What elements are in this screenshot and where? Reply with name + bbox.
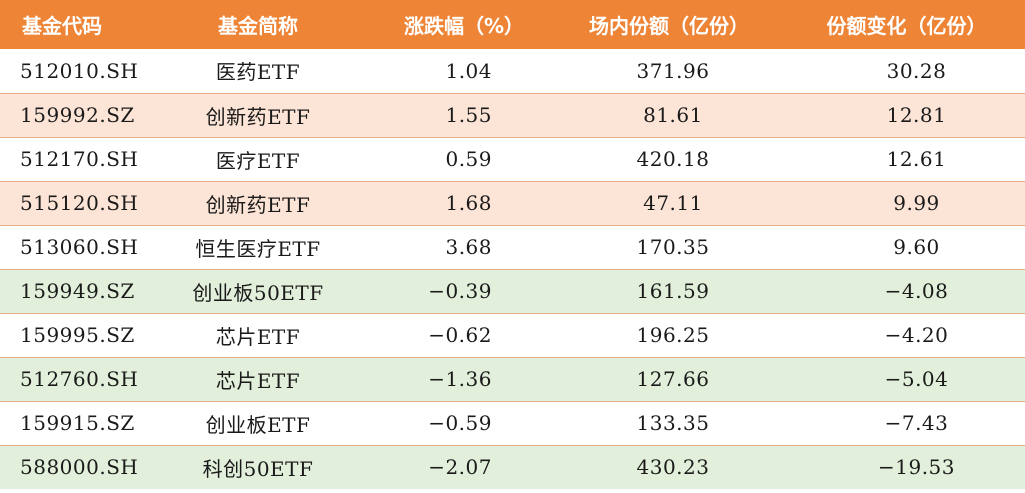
shares-change-cell: −4.20 bbox=[884, 323, 949, 347]
exchange-shares-cell: 47.11 bbox=[643, 191, 703, 215]
change-pct-cell: 1.55 bbox=[445, 103, 492, 127]
shares-change-cell: −19.53 bbox=[877, 455, 955, 480]
fund-name-cell: 恒生医疗ETF bbox=[195, 236, 321, 261]
fund-name-cell: 医药ETF bbox=[215, 60, 301, 85]
header-change-pct: 涨跌幅（%） bbox=[403, 14, 525, 38]
shares-change-cell: −7.43 bbox=[884, 411, 949, 435]
exchange-shares-cell: 161.59 bbox=[636, 279, 710, 303]
header-fund-name: 基金简称 bbox=[218, 14, 298, 38]
header-shares-change: 份额变化（亿份） bbox=[826, 14, 987, 38]
change-pct-cell: −1.36 bbox=[428, 367, 492, 391]
fund-code-cell: 159915.SZ bbox=[20, 411, 135, 435]
header-fund-code: 基金代码 bbox=[22, 14, 102, 38]
shares-change-cell: 12.61 bbox=[886, 147, 947, 171]
shares-change-cell: 9.60 bbox=[893, 235, 940, 259]
fund-code-cell: 159995.SZ bbox=[20, 323, 135, 347]
header-row: 基金代码 基金简称 涨跌幅（%） 场内份额（亿份） 份额变化（亿份） bbox=[0, 0, 1025, 49]
fund-code-cell: 512760.SH bbox=[20, 367, 139, 391]
shares-change-cell: 30.28 bbox=[886, 58, 947, 83]
table-row: 512760.SH 芯片ETF −1.36 127.66 −5.04 bbox=[0, 357, 1025, 401]
fund-code-cell: 512170.SH bbox=[20, 147, 139, 171]
change-pct-cell: −0.62 bbox=[428, 323, 492, 347]
exchange-shares-cell: 133.35 bbox=[636, 411, 710, 435]
fund-code-cell: 588000.SH bbox=[20, 455, 139, 480]
exchange-shares-cell: 81.61 bbox=[643, 103, 703, 127]
table-row: 513060.SH 恒生医疗ETF 3.68 170.35 9.60 bbox=[0, 225, 1025, 269]
fund-code-cell: 513060.SH bbox=[20, 235, 139, 259]
fund-name-cell: 医疗ETF bbox=[215, 148, 301, 173]
shares-change-cell: 12.81 bbox=[886, 103, 947, 127]
table-body: 512010.SH 医药ETF 1.04 371.96 30.28 159992… bbox=[0, 49, 1025, 489]
exchange-shares-cell: 420.18 bbox=[636, 147, 710, 171]
fund-code-cell: 515120.SH bbox=[20, 191, 139, 215]
change-pct-cell: 3.68 bbox=[445, 235, 492, 259]
exchange-shares-cell: 170.35 bbox=[636, 235, 710, 259]
table-row: 588000.SH 科创50ETF −2.07 430.23 −19.53 bbox=[0, 445, 1025, 489]
table-header: 基金代码 基金简称 涨跌幅（%） 场内份额（亿份） 份额变化（亿份） bbox=[0, 0, 1025, 49]
fund-name-cell: 创业板50ETF bbox=[192, 280, 324, 305]
table-row: 512170.SH 医疗ETF 0.59 420.18 12.61 bbox=[0, 137, 1025, 181]
fund-name-cell: 创业板ETF bbox=[205, 412, 311, 437]
change-pct-cell: −0.39 bbox=[428, 279, 492, 303]
fund-name-cell: 芯片ETF bbox=[215, 368, 301, 393]
change-pct-cell: 0.59 bbox=[445, 147, 492, 171]
change-pct-cell: 1.04 bbox=[445, 58, 492, 83]
exchange-shares-cell: 127.66 bbox=[636, 367, 710, 391]
shares-change-cell: −5.04 bbox=[884, 367, 949, 391]
fund-code-cell: 159949.SZ bbox=[20, 279, 135, 303]
fund-name-cell: 科创50ETF bbox=[202, 456, 314, 481]
table-row: 512010.SH 医药ETF 1.04 371.96 30.28 bbox=[0, 49, 1025, 93]
table-row: 159992.SZ 创新药ETF 1.55 81.61 12.81 bbox=[0, 93, 1025, 137]
fund-code-cell: 159992.SZ bbox=[20, 103, 135, 127]
exchange-shares-cell: 371.96 bbox=[636, 58, 710, 83]
fund-name-cell: 芯片ETF bbox=[215, 324, 301, 349]
fund-code-cell: 512010.SH bbox=[20, 58, 139, 83]
exchange-shares-cell: 196.25 bbox=[636, 323, 710, 347]
fund-name-cell: 创新药ETF bbox=[205, 104, 311, 129]
shares-change-cell: 9.99 bbox=[893, 191, 940, 215]
shares-change-cell: −4.08 bbox=[884, 279, 949, 303]
change-pct-cell: −0.59 bbox=[428, 411, 492, 435]
exchange-shares-cell: 430.23 bbox=[636, 455, 710, 480]
table-row: 159995.SZ 芯片ETF −0.62 196.25 −4.20 bbox=[0, 313, 1025, 357]
change-pct-cell: 1.68 bbox=[445, 191, 492, 215]
table-row: 159915.SZ 创业板ETF −0.59 133.35 −7.43 bbox=[0, 401, 1025, 445]
change-pct-cell: −2.07 bbox=[428, 455, 492, 480]
fund-name-cell: 创新药ETF bbox=[205, 192, 311, 217]
table-row: 515120.SH 创新药ETF 1.68 47.11 9.99 bbox=[0, 181, 1025, 225]
table-row: 159949.SZ 创业板50ETF −0.39 161.59 −4.08 bbox=[0, 269, 1025, 313]
header-exchange-shares: 场内份额（亿份） bbox=[589, 14, 749, 38]
